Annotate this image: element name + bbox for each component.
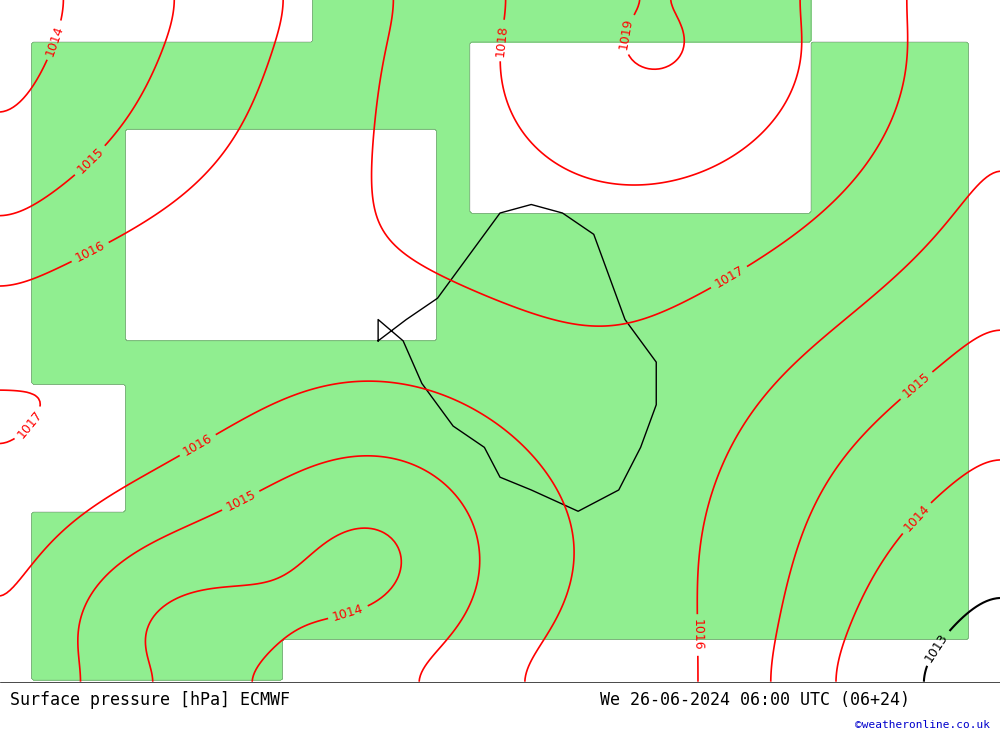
Text: 1015: 1015 (900, 370, 933, 401)
Text: ©weatheronline.co.uk: ©weatheronline.co.uk (855, 721, 990, 730)
Text: 1018: 1018 (493, 24, 509, 57)
Text: 1014: 1014 (331, 603, 365, 624)
Text: 1016: 1016 (691, 619, 704, 651)
Text: 1016: 1016 (73, 239, 107, 265)
Text: 1014: 1014 (901, 502, 932, 534)
Text: 1016: 1016 (181, 432, 215, 459)
Text: 1015: 1015 (224, 487, 258, 514)
Text: We 26-06-2024 06:00 UTC (06+24): We 26-06-2024 06:00 UTC (06+24) (600, 690, 910, 709)
Text: 1014: 1014 (44, 23, 66, 57)
Text: 1015: 1015 (74, 145, 106, 177)
Text: 1017: 1017 (712, 264, 746, 291)
Text: 1013: 1013 (923, 630, 951, 664)
Text: 1017: 1017 (15, 408, 45, 441)
Text: 1019: 1019 (617, 18, 635, 51)
Text: Surface pressure [hPa] ECMWF: Surface pressure [hPa] ECMWF (10, 690, 290, 709)
